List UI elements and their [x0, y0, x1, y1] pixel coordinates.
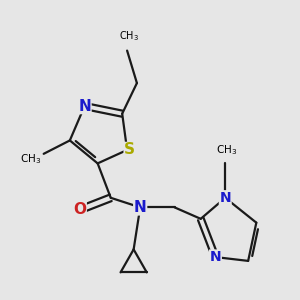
- Text: CH$_3$: CH$_3$: [20, 153, 41, 166]
- Text: CH$_3$: CH$_3$: [119, 29, 139, 43]
- Text: N: N: [78, 98, 91, 113]
- Text: N: N: [219, 191, 231, 205]
- Text: S: S: [124, 142, 135, 158]
- Text: O: O: [73, 202, 86, 217]
- Text: CH$_3$: CH$_3$: [216, 143, 238, 157]
- Text: N: N: [210, 250, 221, 264]
- Text: N: N: [134, 200, 147, 215]
